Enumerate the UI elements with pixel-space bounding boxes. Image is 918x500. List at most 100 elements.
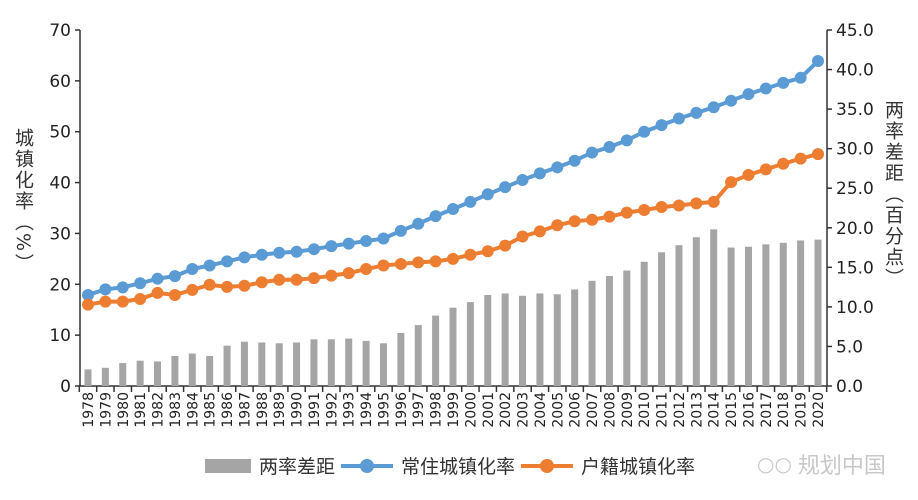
x-tick-label: 2013 <box>689 392 705 428</box>
data-point <box>481 188 494 201</box>
x-tick-label: 2002 <box>498 392 514 428</box>
data-point <box>168 270 181 283</box>
data-point <box>221 255 234 268</box>
data-point <box>99 283 112 296</box>
x-tick-label: 1992 <box>324 392 340 428</box>
bar <box>658 252 666 386</box>
data-point <box>620 134 633 147</box>
data-point <box>290 245 303 258</box>
data-point <box>447 252 459 265</box>
right-tick-label: 0.0 <box>836 377 863 397</box>
bar <box>536 293 544 386</box>
data-point <box>568 215 581 228</box>
x-tick-label: 2007 <box>585 392 601 428</box>
bar <box>484 295 492 386</box>
bar <box>640 261 648 386</box>
bar <box>206 355 214 386</box>
bar <box>171 355 179 386</box>
data-point <box>134 277 147 290</box>
x-tick-label: 1991 <box>307 392 323 428</box>
data-point <box>360 235 373 248</box>
legend-item-hukou: 户籍城镇化率 <box>521 452 695 479</box>
data-point <box>759 82 772 95</box>
data-point <box>151 272 164 285</box>
data-point <box>186 263 199 276</box>
data-point <box>238 251 251 264</box>
data-point <box>742 168 755 181</box>
right-tick-label: 40.0 <box>836 61 874 81</box>
x-tick-label: 2008 <box>602 392 618 428</box>
x-tick-label: 2014 <box>707 392 723 428</box>
left-tick-label: 10 <box>49 326 71 346</box>
bar <box>240 341 248 386</box>
legend-item-gap: 两率差距 <box>205 452 335 479</box>
right-tick-label: 5.0 <box>836 337 863 357</box>
x-tick-label: 2005 <box>550 392 566 428</box>
bar <box>466 302 474 386</box>
left-tick-label: 20 <box>49 275 71 295</box>
legend-label-resident: 常住城镇化率 <box>401 456 516 478</box>
x-tick-label: 1997 <box>411 392 427 428</box>
data-point <box>412 256 425 269</box>
data-point <box>794 71 807 84</box>
data-point <box>325 269 338 282</box>
x-tick-label: 1995 <box>376 392 392 428</box>
bar <box>571 289 579 386</box>
legend-bar-swatch <box>205 458 251 473</box>
legend-item-resident: 常住城镇化率 <box>341 452 515 479</box>
data-point <box>290 273 303 286</box>
bar <box>623 270 631 386</box>
legend-line-swatch-orange <box>521 458 574 473</box>
bar <box>605 276 613 386</box>
x-tick-label: 2020 <box>811 392 827 428</box>
x-tick-label: 1982 <box>151 392 167 428</box>
right-tick-label: 20.0 <box>836 219 874 239</box>
data-point <box>255 276 268 289</box>
data-point <box>672 112 685 125</box>
x-tick-label: 1993 <box>342 392 358 428</box>
data-point <box>638 125 651 138</box>
data-point <box>586 213 599 226</box>
bar <box>762 244 770 386</box>
x-tick-label: 1985 <box>203 392 219 428</box>
data-point <box>516 230 529 243</box>
bar <box>84 369 92 386</box>
bar <box>797 240 805 386</box>
data-point <box>655 200 668 213</box>
x-tick-label: 1987 <box>237 392 253 428</box>
right-axis-title: 两率差距（百分点） <box>882 100 904 289</box>
bar <box>449 307 457 386</box>
bar <box>501 293 509 386</box>
bar <box>223 345 231 386</box>
data-point <box>412 217 425 230</box>
x-tick-label: 2012 <box>672 392 688 428</box>
data-point <box>342 267 355 280</box>
data-point <box>516 174 529 187</box>
x-tick-label: 1998 <box>429 392 445 428</box>
data-point <box>551 219 564 232</box>
data-point <box>707 195 720 208</box>
data-point <box>116 295 129 308</box>
data-point <box>464 195 477 208</box>
data-point <box>533 167 546 180</box>
x-tick-label: 1981 <box>133 392 149 428</box>
left-tick-label: 70 <box>49 21 71 41</box>
bar <box>154 361 162 386</box>
bar <box>101 367 109 386</box>
bar <box>675 245 683 386</box>
data-point <box>394 257 407 270</box>
x-tick-label: 2004 <box>533 392 549 428</box>
x-tick-label: 2006 <box>568 392 584 428</box>
data-point <box>777 157 790 170</box>
x-tick-label: 1996 <box>394 392 410 428</box>
data-point <box>568 154 581 167</box>
x-tick-label: 1983 <box>168 392 184 428</box>
x-tick-label: 2003 <box>516 392 532 428</box>
bar <box>519 295 527 386</box>
x-tick-label: 2000 <box>463 392 479 428</box>
data-point <box>82 298 94 311</box>
data-point <box>586 146 599 159</box>
data-point <box>221 280 234 293</box>
bar <box>744 246 752 386</box>
bar <box>414 325 422 386</box>
